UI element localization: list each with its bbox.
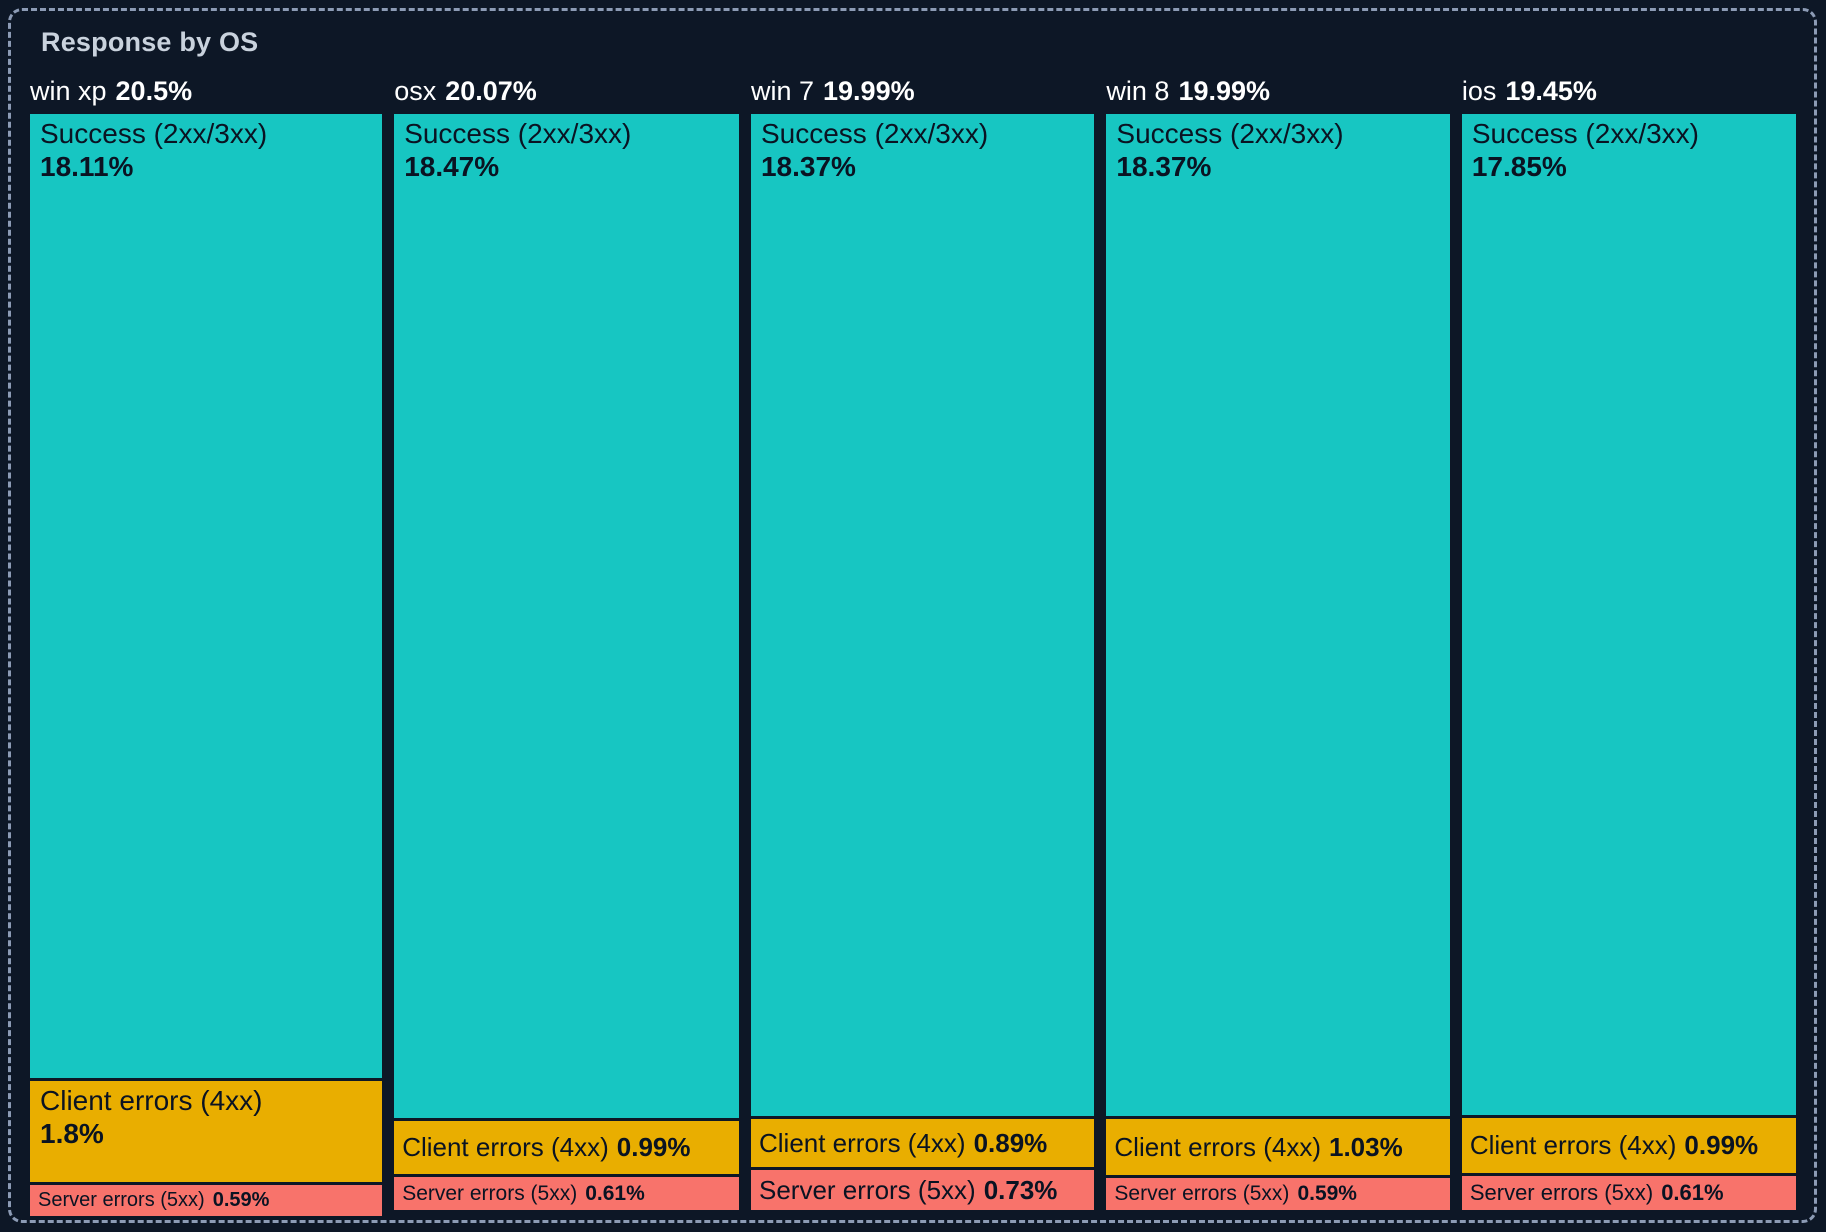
os-name: osx: [394, 76, 437, 106]
treemap-cell-server-errors[interactable]: Server errors (5xx) 0.59%: [30, 1184, 383, 1216]
cell-label: Client errors (4xx): [1114, 1131, 1321, 1162]
cell-label: Server errors (5xx): [1114, 1182, 1290, 1206]
treemap-cell-success[interactable]: Success (2xx/3xx) 18.37%: [750, 114, 1095, 1117]
os-name: win xp: [30, 76, 107, 106]
cell-value: 18.47%: [404, 151, 500, 183]
cell-label: Client errors (4xx): [758, 1127, 966, 1158]
cell-label: Client errors (4xx): [1469, 1129, 1677, 1160]
treemap-cell-server-errors[interactable]: Server errors (5xx) 0.59%: [1106, 1178, 1450, 1211]
os-total-percent: 19.99%: [1178, 76, 1271, 106]
treemap-cell-client-errors[interactable]: Client errors (4xx) 1.03%: [1106, 1119, 1450, 1176]
cell-value: 0.73%: [983, 1174, 1058, 1205]
column-header-label: win 7 19.99%: [751, 76, 1094, 114]
cell-value: 18.11%: [40, 151, 134, 183]
column-header-label: win xp 20.5%: [30, 76, 382, 114]
column-header-label: win 8 19.99%: [1106, 76, 1449, 114]
column-body: Success (2xx/3xx) 18.37% Client errors (4x…: [750, 114, 1095, 1211]
os-total-percent: 20.07%: [445, 76, 537, 106]
cell-label: Server errors (5xx): [402, 1181, 578, 1205]
treemap-cell-client-errors[interactable]: Client errors (4xx) 0.99%: [1461, 1117, 1796, 1173]
column-body: Success (2xx/3xx) 18.47% Client errors (4x…: [394, 114, 739, 1210]
treemap-cell-server-errors[interactable]: Server errors (5xx) 0.61%: [394, 1177, 739, 1210]
treemap-cell-server-errors[interactable]: Server errors (5xx) 0.73%: [750, 1170, 1095, 1211]
cell-value: 1.03%: [1329, 1131, 1403, 1162]
cell-value: 0.99%: [616, 1131, 691, 1162]
cell-label: Success (2xx/3xx): [760, 118, 989, 149]
cell-value: 0.59%: [1297, 1182, 1357, 1206]
treemap-column-win-8: win 8 19.99% Success (2xx/3xx) 18.37% Client…: [1106, 76, 1450, 1211]
cell-value: 0.61%: [585, 1181, 645, 1205]
treemap-cell-success[interactable]: Success (2xx/3xx) 18.11%: [30, 114, 383, 1078]
cell-value: 0.99%: [1684, 1129, 1759, 1160]
treemap-cell-client-errors[interactable]: Client errors (4xx) 0.89%: [750, 1119, 1095, 1168]
cell-value: 0.89%: [973, 1127, 1048, 1158]
cell-label: Success (2xx/3xx): [1471, 118, 1699, 149]
response-by-os-panel: Response by OS: [8, 8, 1817, 1223]
os-name: win 7: [750, 76, 815, 106]
cell-label: Client errors (4xx): [402, 1131, 609, 1162]
os-name: ios: [1461, 76, 1497, 106]
cell-value: 18.37%: [1116, 151, 1212, 183]
treemap-column-win-xp: win xp 20.5% Success (2xx/3xx) 18.11% Client…: [30, 76, 383, 1216]
column-body: Success (2xx/3xx) 18.11% Client errors (4x…: [30, 114, 383, 1216]
cell-label: Success (2xx/3xx): [404, 118, 632, 149]
cell-label: Server errors (5xx): [38, 1188, 205, 1211]
os-total-percent: 20.5%: [115, 76, 193, 106]
treemap-column-ios: ios 19.45% Success (2xx/3xx) 17.85% Client e…: [1461, 76, 1796, 1210]
treemap-cell-server-errors[interactable]: Server errors (5xx) 0.61%: [1461, 1175, 1796, 1210]
treemap-cell-success[interactable]: Success (2xx/3xx) 17.85%: [1461, 114, 1796, 1115]
os-name: win 8: [1106, 76, 1170, 106]
treemap-cell-client-errors[interactable]: Client errors (4xx) 1.8%: [30, 1080, 383, 1182]
column-body: Success (2xx/3xx) 18.37% Client errors (4x…: [1106, 114, 1450, 1211]
column-header-label: osx 20.07%: [394, 76, 739, 114]
os-total-percent: 19.99%: [823, 76, 915, 106]
cell-value: 0.59%: [212, 1188, 270, 1211]
treemap-column-osx: osx 20.07% Success (2xx/3xx) 18.47% Client e…: [394, 76, 739, 1210]
treemap-column-win-7: win 7 19.99% Success (2xx/3xx) 18.37% Client…: [750, 76, 1095, 1211]
cell-value: 17.85%: [1471, 151, 1567, 183]
cell-label: Success (2xx/3xx): [40, 118, 268, 149]
cell-value: 0.61%: [1661, 1179, 1724, 1205]
column-body: Success (2xx/3xx) 17.85% Client errors (4x…: [1461, 114, 1796, 1210]
os-total-percent: 19.45%: [1505, 76, 1597, 106]
cell-value: 1.8%: [40, 1117, 104, 1149]
cell-label: Server errors (5xx): [758, 1174, 976, 1205]
cell-label: Success (2xx/3xx): [1116, 118, 1344, 149]
cell-value: 18.37%: [760, 151, 856, 183]
treemap-chart: win xp 20.5% Success (2xx/3xx) 18.11% Client…: [30, 76, 1796, 1216]
treemap-cell-success[interactable]: Success (2xx/3xx) 18.37%: [1106, 114, 1450, 1117]
cell-label: Client errors (4xx): [40, 1084, 263, 1116]
treemap-cell-success[interactable]: Success (2xx/3xx) 18.47%: [394, 114, 739, 1118]
column-header-label: ios 19.45%: [1462, 76, 1796, 114]
cell-label: Server errors (5xx): [1469, 1179, 1654, 1205]
treemap-cell-client-errors[interactable]: Client errors (4xx) 0.99%: [394, 1120, 739, 1175]
panel-title: Response by OS: [41, 27, 259, 57]
